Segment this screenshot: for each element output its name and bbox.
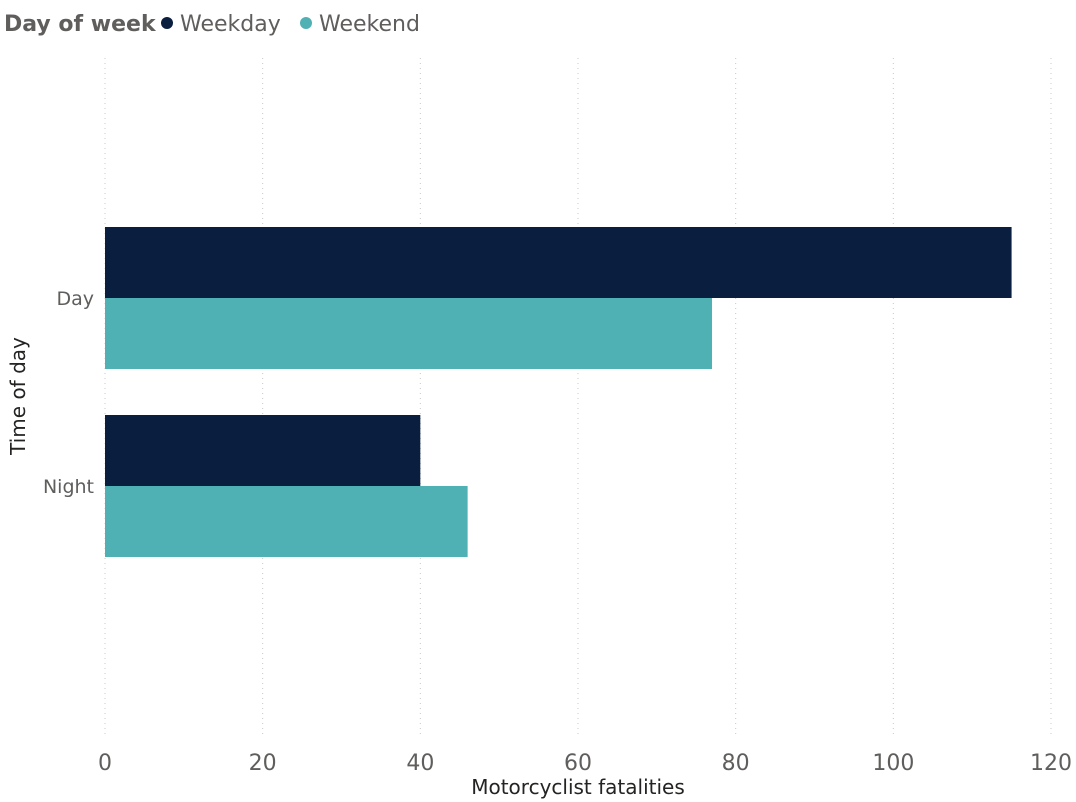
x-tick-label: 0 (98, 751, 112, 776)
legend-title: Day of week (4, 12, 157, 37)
legend: Day of week Weekday Weekend (4, 12, 420, 37)
legend-item-weekday[interactable]: Weekday (161, 12, 281, 37)
y-axis-categories: Day Night (43, 288, 94, 498)
bar-day-weekday[interactable] (105, 227, 1012, 298)
bar-night-weekday[interactable] (105, 415, 421, 486)
x-tick-label: 120 (1030, 751, 1072, 776)
legend-marker-weekend (300, 17, 312, 29)
x-axis-ticks: 0 20 40 60 80 100 120 (98, 751, 1072, 776)
x-tick-label: 60 (564, 751, 592, 776)
gridlines (104, 58, 1052, 736)
x-tick-label: 40 (406, 751, 434, 776)
legend-item-weekend[interactable]: Weekend (300, 12, 420, 37)
bar-night-weekend[interactable] (105, 486, 468, 557)
x-tick-label: 100 (872, 751, 914, 776)
y-category-label: Day (56, 288, 94, 310)
bars (105, 227, 1012, 557)
x-axis-title: Motorcyclist fatalities (471, 775, 685, 799)
bar-day-weekend[interactable] (105, 298, 713, 369)
legend-marker-weekday (161, 17, 173, 29)
y-category-label: Night (43, 476, 94, 498)
x-tick-label: 20 (249, 751, 277, 776)
x-tick-label: 80 (722, 751, 750, 776)
y-axis-title: Time of day (6, 337, 30, 456)
legend-label-weekend: Weekend (319, 12, 420, 37)
legend-label-weekday: Weekday (180, 12, 281, 37)
